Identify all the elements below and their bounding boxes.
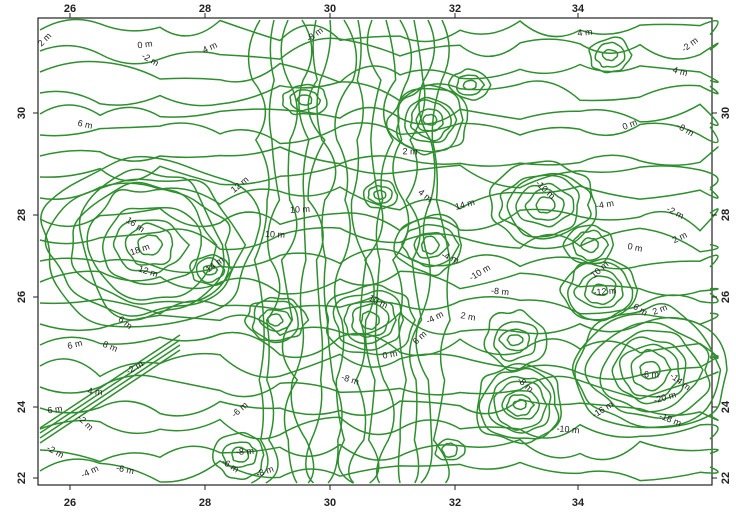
x-tick-label: 32: [449, 497, 461, 508]
y-tick-label: 22: [720, 472, 732, 484]
contour-label: 4 m: [87, 386, 103, 398]
y-tick-label: 22: [16, 472, 28, 484]
contour-label: -8 m: [491, 285, 510, 297]
y-tick-label: 28: [16, 209, 28, 221]
y-tick-label: 30: [16, 107, 28, 119]
x-tick-label: 34: [572, 3, 585, 15]
x-tick-label: 26: [64, 3, 76, 15]
x-tick-label: 28: [199, 497, 211, 508]
contour-label: 10 m: [265, 229, 285, 240]
x-tick-label: 30: [324, 3, 336, 15]
x-tick-label: 28: [199, 3, 211, 15]
contour-label: 10 m: [290, 204, 311, 215]
y-tick-label: 28: [720, 209, 732, 221]
contour-label: 0 m: [137, 38, 153, 50]
y-tick-label: 30: [720, 107, 732, 119]
contour-label: -8 m: [236, 446, 255, 457]
x-tick-label: 32: [449, 3, 461, 15]
y-tick-label: 24: [720, 400, 732, 413]
contour-label: -6 m: [641, 369, 659, 379]
y-tick-label: 24: [16, 400, 28, 413]
contour-map: 2 m0 m-2 m4 m6 m12 m10 m16 m18 m12 m14 m…: [0, 0, 736, 508]
y-tick-label: 26: [720, 291, 732, 303]
contour-label: -12 m: [593, 285, 617, 297]
x-tick-label: 30: [324, 497, 336, 508]
contour-label: 4 m: [577, 27, 593, 39]
contour-label: 2 m: [402, 146, 417, 156]
contour-label: -10 m: [556, 423, 580, 435]
x-tick-label: 34: [572, 497, 585, 508]
y-tick-label: 26: [16, 291, 28, 303]
x-tick-label: 26: [64, 497, 76, 508]
